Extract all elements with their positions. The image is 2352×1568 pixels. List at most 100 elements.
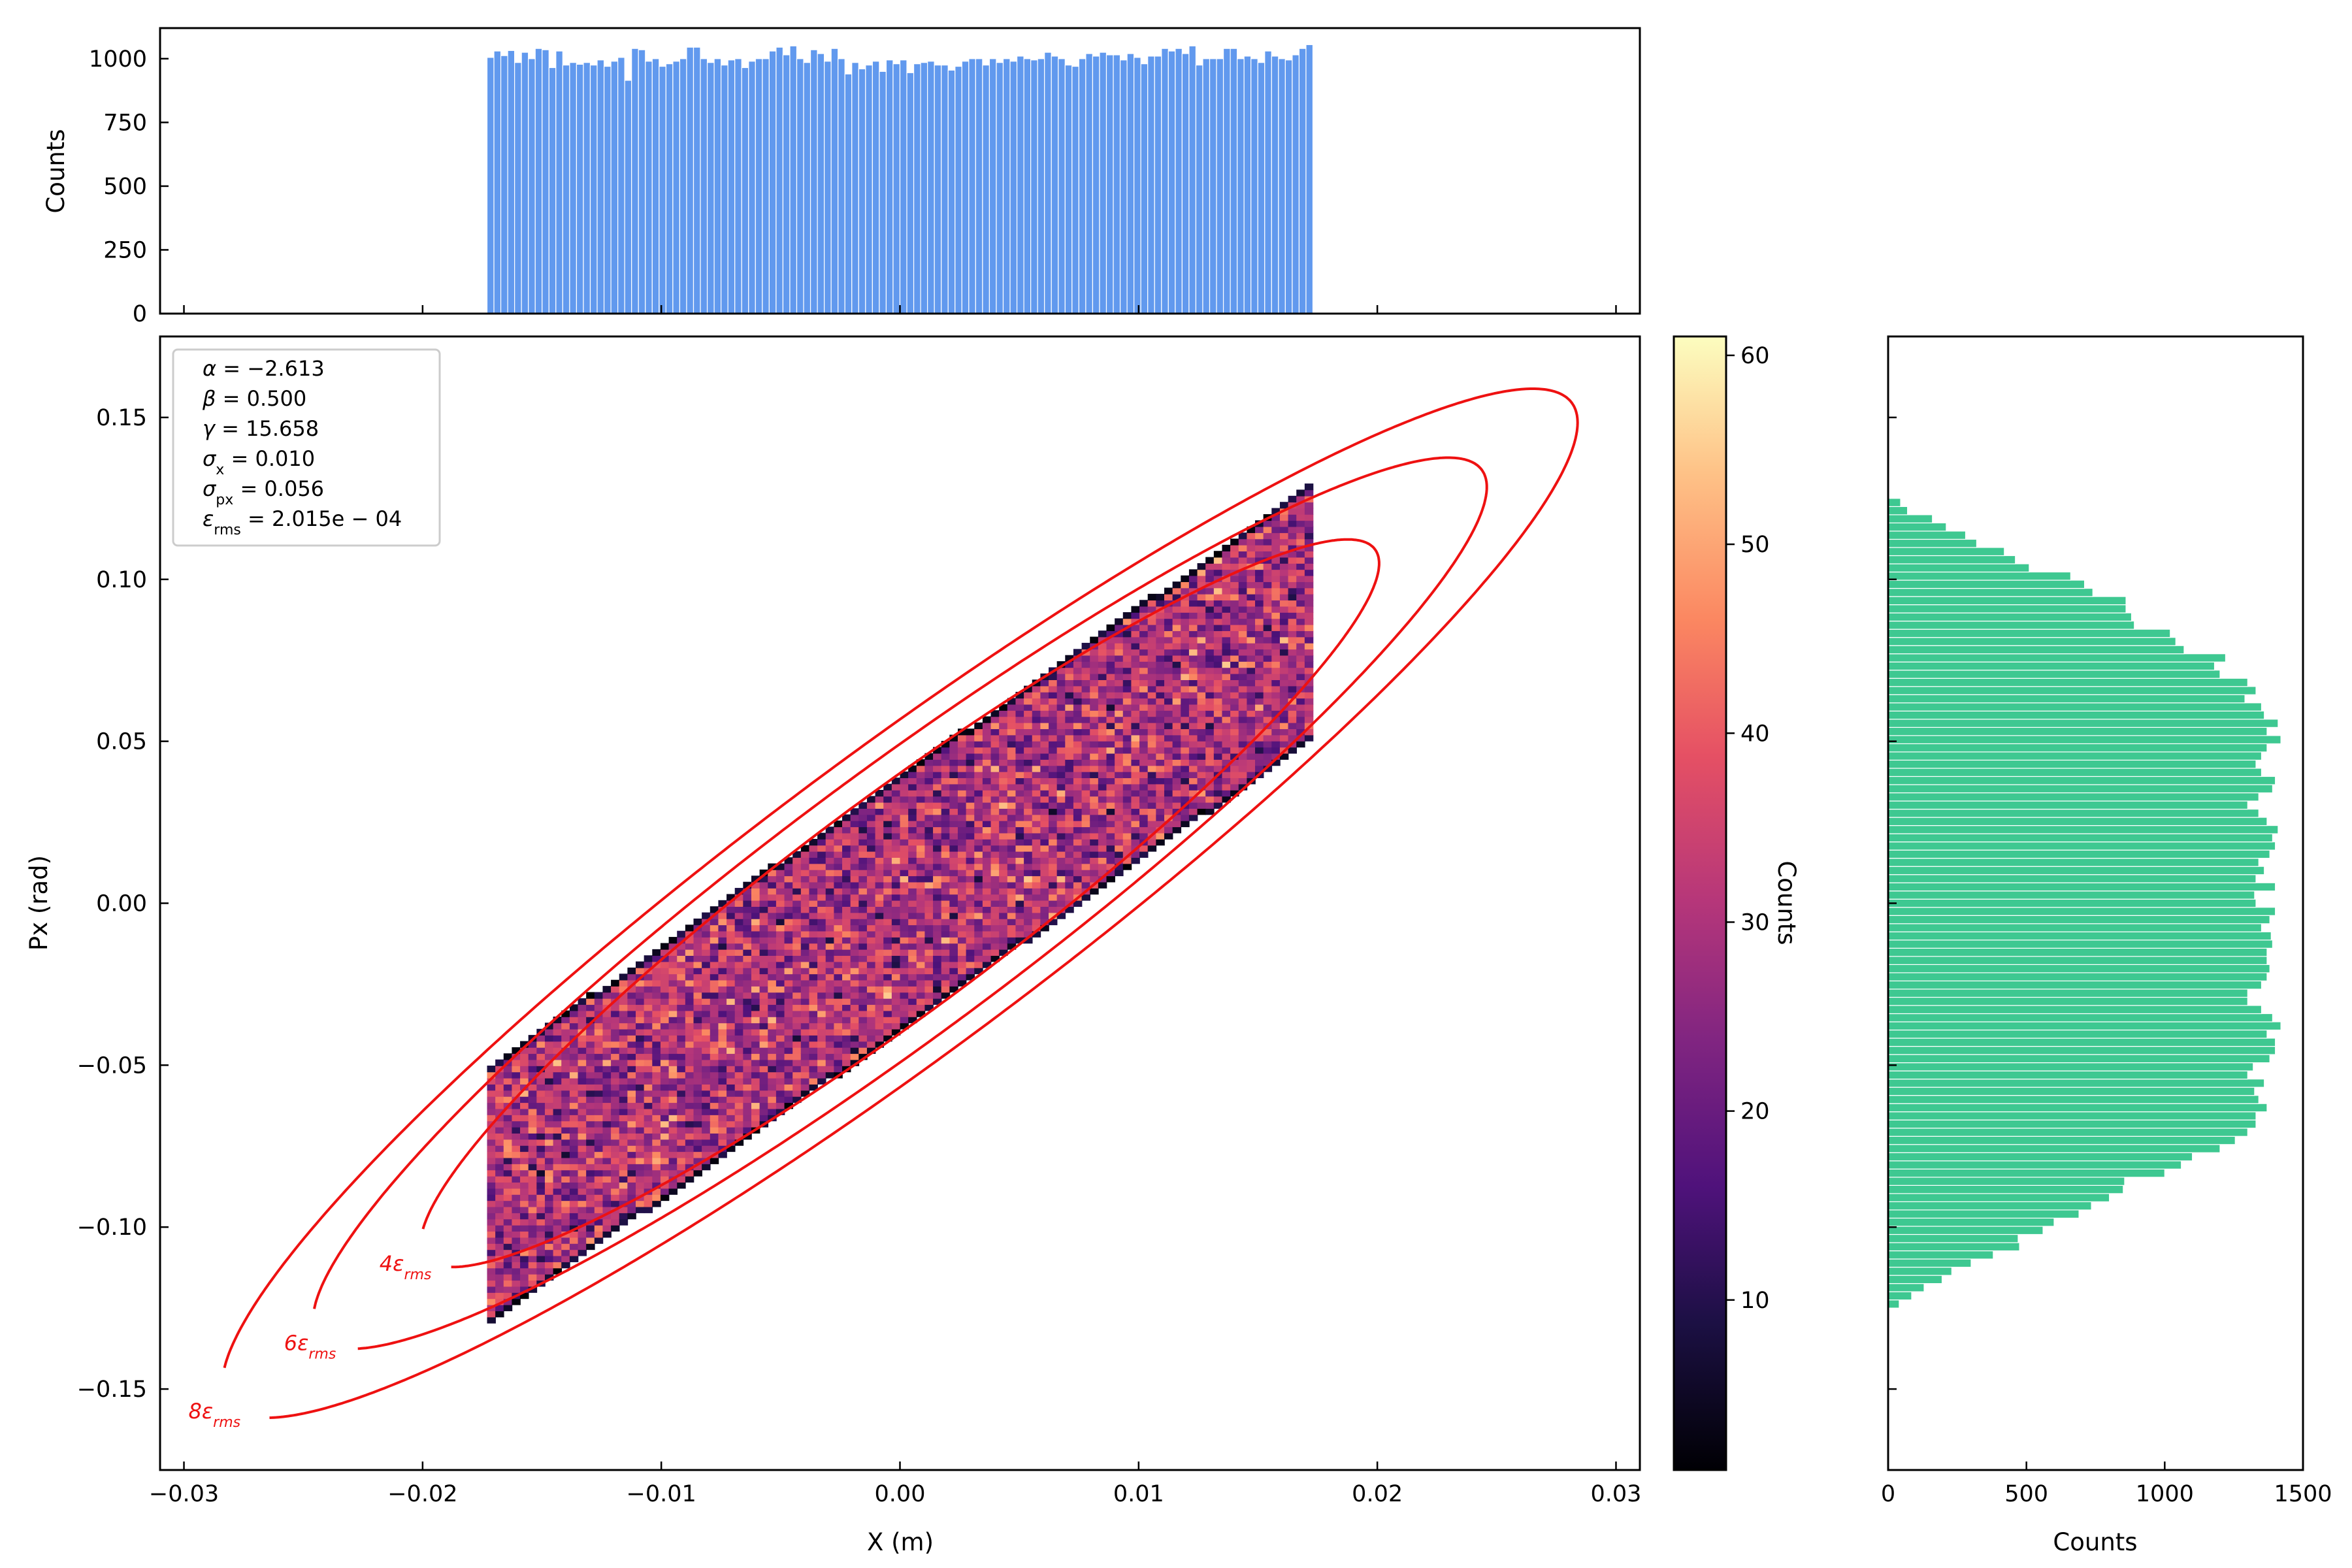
heatmap-cell [883, 955, 892, 962]
heatmap-cell [982, 802, 992, 809]
heatmap-cell [1205, 636, 1215, 644]
heatmap-cell [602, 1084, 612, 1091]
heatmap-cell [759, 1010, 769, 1017]
heatmap-cell [668, 955, 678, 962]
heatmap-cell [668, 973, 678, 981]
heatmap-cell [933, 961, 942, 968]
heatmap-cell [594, 1139, 604, 1146]
heatmap-cell [1181, 747, 1190, 754]
heatmap-cell [1056, 832, 1066, 840]
heatmap-cell [990, 734, 1000, 742]
heatmap-cell [784, 979, 793, 987]
heatmap-cell [1090, 636, 1099, 644]
heatmap-cell [933, 875, 942, 883]
heatmap-cell [776, 930, 785, 938]
heatmap-cell [800, 1071, 810, 1079]
heatmap-cell [652, 1047, 661, 1054]
heatmap-cell [1122, 618, 1132, 625]
heatmap-cell [809, 918, 818, 926]
heatmap-cell [627, 1059, 636, 1066]
stats-line: σx = 0.010 [203, 446, 315, 478]
heatmap-cell [1181, 698, 1190, 705]
heatmap-cell [1247, 655, 1256, 662]
px-projection-bar [1887, 1021, 2281, 1031]
px-projection-bar [1887, 710, 2265, 720]
heatmap-cell [768, 1035, 777, 1042]
heatmap-cell [512, 1120, 521, 1128]
heatmap-cell [825, 832, 835, 840]
heatmap-cell [957, 967, 967, 975]
heatmap-cell [1065, 685, 1074, 693]
heatmap-cell [990, 875, 1000, 883]
heatmap-cell [528, 1139, 538, 1146]
heatmap-cell [1122, 863, 1132, 870]
heatmap-cell [1115, 808, 1124, 815]
heatmap-cell [561, 1188, 570, 1195]
heatmap-cell [1056, 839, 1066, 846]
heatmap-cell [503, 1213, 513, 1220]
heatmap-cell [1181, 600, 1190, 607]
heatmap-cell [1073, 845, 1083, 852]
heatmap-cell [809, 973, 818, 981]
heatmap-cell [1007, 777, 1017, 785]
heatmap-cell [1024, 734, 1033, 742]
heatmap-cell [809, 967, 818, 975]
heatmap-cell [1197, 655, 1206, 662]
heatmap-cell [1040, 906, 1049, 913]
x-projection-bar [941, 64, 949, 314]
heatmap-cell [685, 1077, 694, 1085]
heatmap-cell [1049, 734, 1058, 742]
heatmap-cell [1164, 747, 1173, 754]
heatmap-cell [1098, 740, 1107, 748]
heatmap-cell [1188, 679, 1198, 687]
heatmap-cell [1172, 593, 1182, 601]
heatmap-cell [1271, 612, 1281, 619]
heatmap-cell [1213, 551, 1223, 558]
heatmap-cell [1040, 740, 1049, 748]
heatmap-cell [1106, 857, 1115, 864]
heatmap-cell [817, 930, 826, 938]
px-projection-bar [1887, 1299, 1900, 1309]
heatmap-cell [891, 894, 901, 901]
heatmap-cell [1230, 612, 1239, 619]
heatmap-cell [809, 912, 818, 919]
heatmap-cell [941, 955, 951, 962]
heatmap-cell [1056, 869, 1066, 877]
heatmap-cell [982, 814, 992, 821]
stats-box-frame [172, 348, 441, 547]
heatmap-cell [652, 973, 661, 981]
heatmap-cell [544, 1224, 554, 1232]
heatmap-cell [1296, 734, 1305, 742]
heatmap-cell [644, 1133, 653, 1140]
heatmap-cell [875, 937, 885, 944]
heatmap-cell [636, 1139, 645, 1146]
heatmap-cell [652, 1077, 661, 1085]
heatmap-cell [578, 1115, 587, 1122]
heatmap-cell [718, 1022, 727, 1030]
heatmap-cell [966, 973, 975, 981]
heatmap-cell [710, 1059, 719, 1066]
heatmap-cell [1255, 722, 1264, 730]
heatmap-cell [1222, 790, 1231, 797]
heatmap-cell [644, 1071, 653, 1079]
heatmap-cell [578, 1084, 587, 1091]
heatmap-cell [553, 1194, 563, 1201]
heatmap-cell [1213, 728, 1223, 736]
heatmap-cell [544, 1133, 554, 1140]
heatmap-cell [743, 973, 752, 981]
heatmap-cell [974, 796, 983, 803]
heatmap-cell [503, 1304, 513, 1311]
heatmap-cell [1024, 698, 1033, 705]
heatmap-cell [636, 1090, 645, 1097]
heatmap-cell [652, 1126, 661, 1134]
heatmap-cell [957, 802, 967, 809]
heatmap-cell [611, 1145, 620, 1152]
heatmap-cell [1172, 691, 1182, 699]
heatmap-cell [1024, 710, 1033, 717]
heatmap-cell [1049, 747, 1058, 754]
heatmap-cell [677, 967, 686, 975]
heatmap-cell [825, 906, 835, 913]
heatmap-cell [949, 759, 958, 766]
heatmap-cell [1139, 716, 1149, 723]
heatmap-cell [611, 1175, 620, 1183]
